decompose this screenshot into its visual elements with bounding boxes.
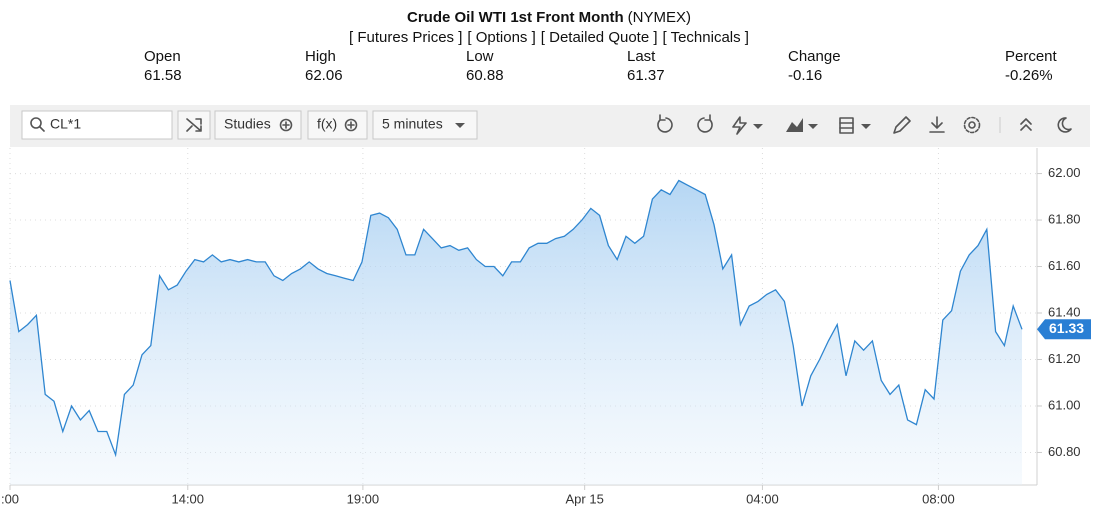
y-tick-label: 61.40 <box>1048 304 1081 319</box>
y-tick-label: 62.00 <box>1048 165 1081 180</box>
x-tick-label: 08:00 <box>922 491 955 506</box>
x-tick-label: 19:00 <box>347 491 380 506</box>
symbol: CL*1 <box>50 116 81 132</box>
dropdown-arrow <box>808 124 818 129</box>
links-row: [ Futures Prices ] [ Options ] [ Detailed … <box>349 29 749 46</box>
y-tick-label: 61.60 <box>1048 258 1081 273</box>
dropdown-arrow <box>753 124 763 129</box>
quote-value: 61.58 <box>144 67 182 84</box>
x-tick-label: :00 <box>1 491 19 506</box>
area <box>10 180 1022 485</box>
chart-type-icon[interactable] <box>786 118 803 132</box>
plus-icon <box>347 121 355 129</box>
header-link[interactable]: [ Futures Prices ] <box>349 29 462 46</box>
quote-value: -0.26% <box>1005 67 1053 84</box>
symbol-search[interactable] <box>21 110 173 140</box>
y-tick-label: 61.00 <box>1048 397 1081 412</box>
plus-icon <box>282 121 290 129</box>
layout-icon[interactable] <box>839 117 854 134</box>
quote-value: 61.37 <box>627 67 665 84</box>
links: [ Futures Prices ] [ Options ] [ Detailed … <box>349 29 749 46</box>
quote-label: Low <box>466 48 494 65</box>
header-link[interactable]: [ Detailed Quote ] <box>541 29 658 46</box>
settings-icon <box>963 116 981 134</box>
download-icon[interactable] <box>929 116 945 133</box>
compare-icon <box>186 118 202 132</box>
dropdown-arrow <box>455 123 465 128</box>
layout-icon <box>839 122 854 129</box>
search-icon <box>39 126 45 132</box>
quote: Open 61.58 High 62.06 Low 60.88 Last 61.37 Chang… <box>144 48 1058 84</box>
header-link[interactable]: [ Options ] <box>467 29 535 46</box>
quote-label: Change <box>788 48 841 65</box>
chart: 60.80 61.00 61.20 61.40 61.60 61.80 62.00 :00 14… <box>1 148 1091 506</box>
y-tick-label: 61.20 <box>1048 351 1081 366</box>
quote-label: High <box>305 48 336 65</box>
collapse-icon[interactable] <box>1020 118 1032 131</box>
redo-icon[interactable] <box>697 114 713 133</box>
x-tick-label: 14:00 <box>171 491 204 506</box>
quote-label: Last <box>627 48 656 65</box>
toolbar: CL*1 Studies f(x) 5 minutes <box>10 105 1090 147</box>
price-line <box>9 179 1023 458</box>
last-price-tag <box>1037 319 1091 340</box>
settings-icon[interactable] <box>968 121 976 129</box>
last-price-label: 61.33 <box>1049 320 1084 336</box>
title-main: Crude Oil WTI 1st Front Month <box>407 9 624 26</box>
y-tick-label: 60.80 <box>1048 444 1081 459</box>
quote-value: -0.16 <box>788 67 822 84</box>
title: Crude Oil WTI 1st Front Month (NYMEX) <box>407 9 691 26</box>
quote-value: 60.88 <box>466 67 504 84</box>
studies-label: Studies <box>224 116 271 132</box>
function-label: f(x) <box>317 116 337 132</box>
search-icon <box>30 117 42 129</box>
y-tick-label: 61.80 <box>1048 211 1081 226</box>
quote-value: 62.06 <box>305 67 343 84</box>
quote-label: Percent <box>1005 48 1058 65</box>
plus-icon <box>279 118 293 132</box>
undo-icon[interactable] <box>657 114 673 133</box>
x-tick-label: 04:00 <box>746 491 779 506</box>
theme-icon[interactable] <box>1057 117 1072 133</box>
quote-label: Open <box>144 48 181 65</box>
event-icon[interactable] <box>732 116 747 135</box>
x-tick-label: Apr 15 <box>566 491 604 506</box>
dropdown-arrow <box>861 124 871 129</box>
draw-icon[interactable] <box>893 116 911 134</box>
header-link[interactable]: [ Technicals ] <box>663 29 749 46</box>
plus-icon <box>344 118 358 132</box>
interval-label: 5 minutes <box>382 116 443 132</box>
exchange: (NYMEX) <box>628 9 691 26</box>
